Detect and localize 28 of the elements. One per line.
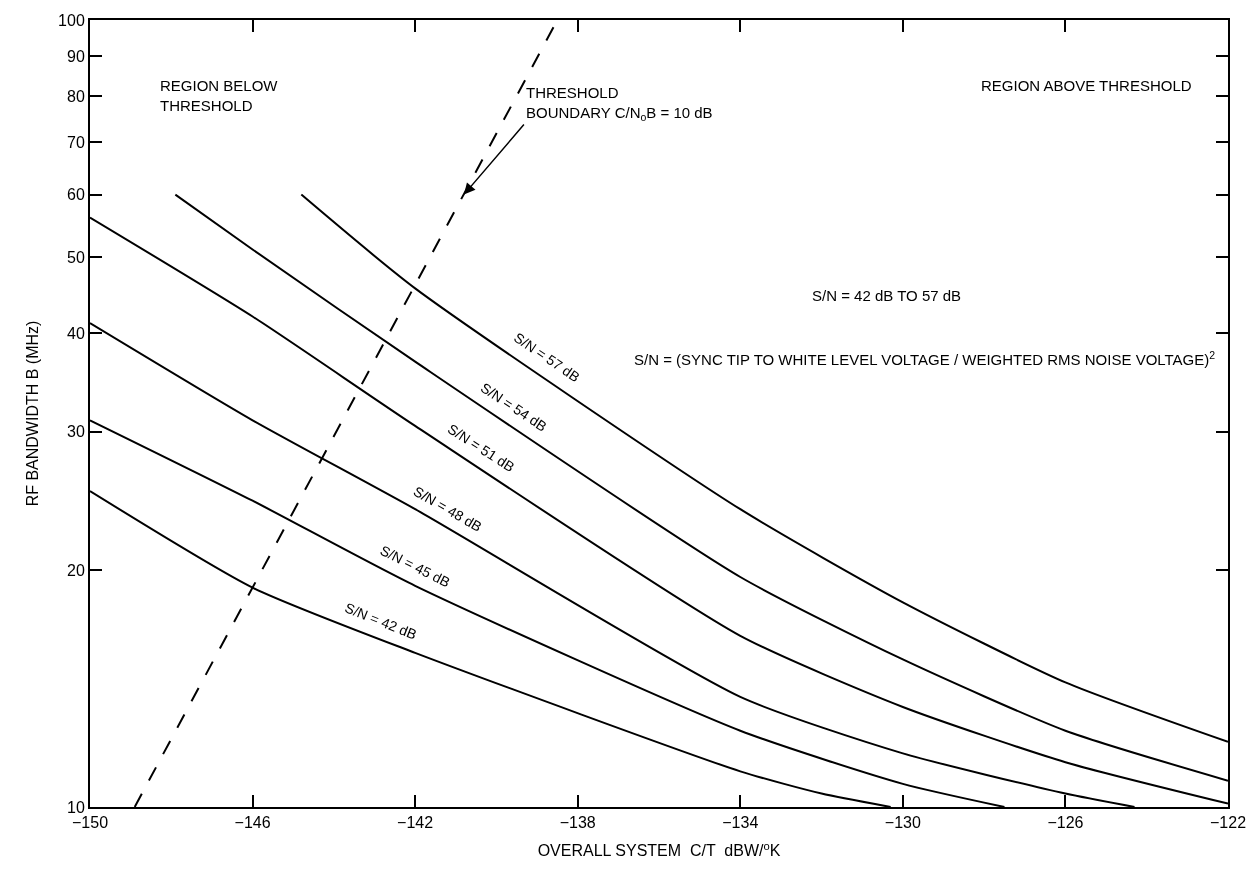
y-tick-label: 70 <box>67 133 85 151</box>
text: S/N = 42 dB <box>342 599 420 643</box>
text: S/N = 45 dB <box>377 542 453 591</box>
annotation: REGION BELOW THRESHOLD <box>160 77 279 114</box>
text: S/N = 48 dB <box>410 483 485 535</box>
y-tick-label: 80 <box>67 87 85 105</box>
annotation: S/N = 42 dB TO 57 dB <box>812 287 962 304</box>
y-tick-label: 20 <box>67 561 85 579</box>
annotation: S/N = (SYNC TIP TO WHITE LEVEL VOLTAGE / WEIGHTED RMS NOISE VOLTAGE)$^{2}$ <box>634 349 1216 369</box>
x-tick-label: −150 <box>71 814 109 832</box>
x-tick-label: −138 <box>559 814 596 832</box>
y-tick-label: 10 <box>67 798 85 816</box>
annotation: REGION ABOVE THRESHOLD <box>981 77 1192 94</box>
x-tick-label: −130 <box>884 814 921 832</box>
x-tick-label: −126 <box>1047 814 1084 832</box>
annotation: THRESHOLD BOUNDARY C/N$_{o}$B = 10 dB <box>526 84 713 123</box>
y-tick-label: 30 <box>67 423 85 441</box>
y-axis-title: RF BANDWIDTH B (MHz) <box>24 320 42 507</box>
y-tick-label: 90 <box>67 47 85 65</box>
y-tick-label: 40 <box>67 324 85 342</box>
x-tick-label: −146 <box>234 814 271 832</box>
x-tick-label: −134 <box>722 814 759 832</box>
y-tick-label: 100 <box>58 11 85 29</box>
x-tick-label: −142 <box>397 814 434 832</box>
y-tick-label: 60 <box>67 186 85 204</box>
y-tick-label: 50 <box>67 248 85 266</box>
x-tick-label: −122 <box>1209 814 1247 832</box>
x-axis-title: OVERALL SYSTEM C/T dBW/$^{o}$K <box>537 839 781 860</box>
